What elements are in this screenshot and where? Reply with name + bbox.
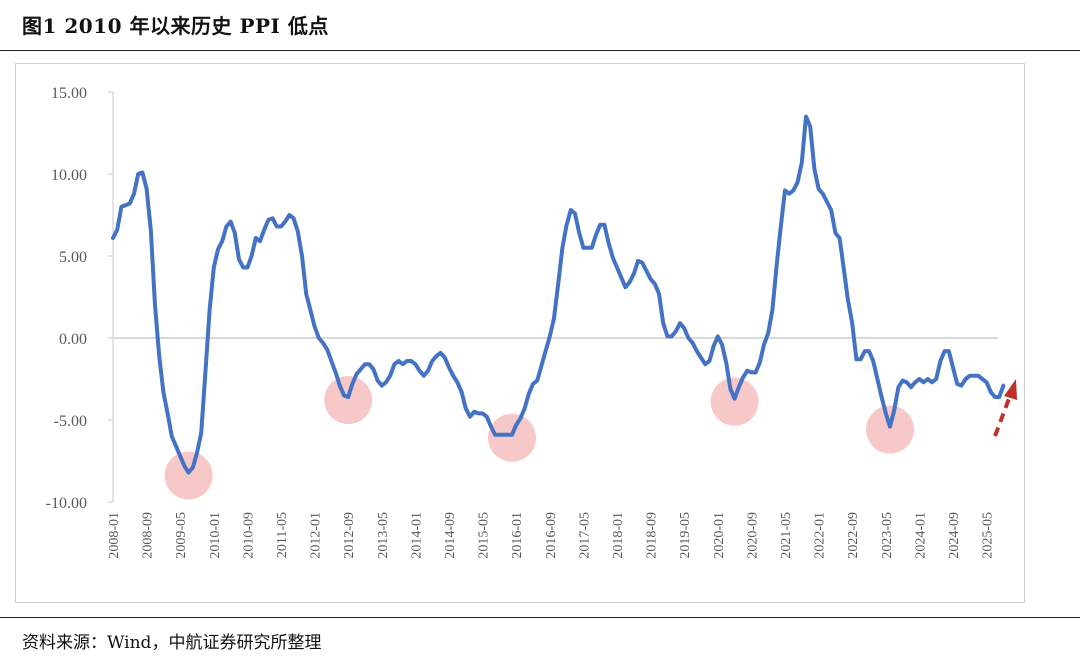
x-tick-label: 2018-09 (645, 512, 660, 559)
x-tick-label: 2015-05 (477, 512, 492, 559)
x-tick-label: 2014-01 (409, 512, 424, 559)
arrow-shaft (993, 395, 1012, 437)
x-tick-label: 2010-01 (208, 512, 223, 559)
x-tick-label: 2014-09 (443, 512, 458, 559)
y-tick-label: 0.00 (59, 331, 87, 348)
source-note: 资料来源：Wind，中航证券研究所整理 (22, 633, 322, 653)
low-point-circle (710, 377, 759, 426)
x-tick-label: 2012-09 (342, 512, 357, 559)
x-tick-label: 2018-01 (611, 512, 626, 559)
y-tick-label: -5.00 (54, 413, 87, 430)
low-point-circle (488, 413, 536, 462)
x-tick-label: 2022-09 (846, 512, 861, 559)
low-point-circle (324, 376, 373, 425)
x-tick-label: 2008-01 (107, 512, 122, 559)
x-tick-label: 2010-09 (241, 512, 256, 559)
x-tick-label: 2020-09 (745, 512, 760, 559)
low-point-circle (164, 451, 213, 500)
x-tick-label: 2009-05 (174, 512, 189, 559)
arrow-head (1004, 379, 1017, 400)
x-tick-label: 2017-05 (577, 512, 592, 559)
chart-frame (15, 63, 1025, 603)
y-tick-label: 5.00 (59, 249, 87, 266)
y-tick-label: 15.00 (51, 85, 87, 102)
x-tick-label: 2022-01 (813, 512, 828, 559)
x-tick-label: 2016-09 (544, 512, 559, 559)
x-axis-ticks: 2008-01 2008-09 2009-05 2010-01 2010-09 2011-… (107, 512, 996, 559)
x-tick-label: 2020-01 (712, 512, 727, 559)
low-point-circle (866, 405, 914, 454)
x-tick-label: 2013-05 (376, 512, 391, 559)
x-tick-label: 2025-05 (981, 512, 996, 559)
x-tick-label: 2016-01 (510, 512, 525, 559)
ppi-series-line (111, 114, 1006, 475)
y-tick-label: 10.00 (51, 167, 87, 184)
x-tick-label: 2008-09 (141, 512, 156, 559)
y-tick-label: -10.00 (46, 495, 87, 512)
low-point-highlights (164, 376, 914, 500)
trend-arrow (993, 379, 1017, 437)
y-axis-ticks: 15.00 10.00 5.00 0.00 -5.00 -10.00 (46, 85, 113, 512)
x-tick-label: 2023-05 (880, 512, 895, 559)
x-tick-label: 2024-09 (947, 512, 962, 559)
x-tick-label: 2024-01 (913, 512, 928, 559)
bottom-divider (0, 617, 1080, 618)
x-tick-label: 2012-01 (309, 512, 324, 559)
gridlines (112, 92, 998, 502)
figure-title: 图1 2010 年以来历史 PPI 低点 (22, 14, 329, 38)
top-divider (0, 50, 1080, 51)
x-tick-label: 2021-05 (779, 512, 794, 559)
x-tick-label: 2011-05 (275, 512, 290, 558)
x-tick-label: 2019-05 (678, 512, 693, 559)
